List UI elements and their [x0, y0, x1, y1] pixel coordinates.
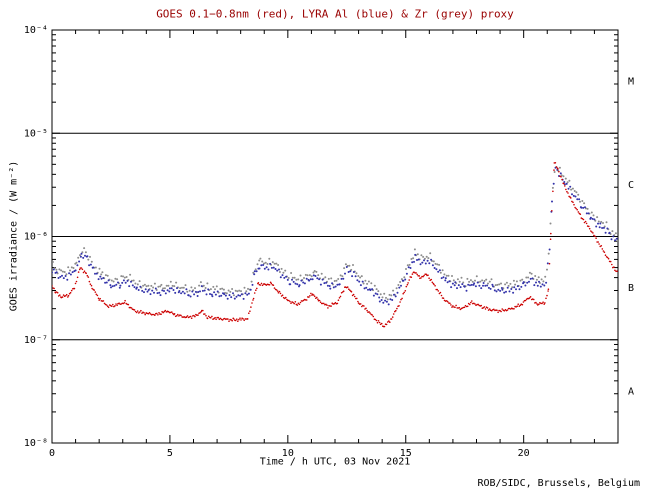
flare-class-label: B [628, 283, 634, 294]
y-tick-label: 10⁻⁸ [24, 438, 48, 449]
y-tick-label: 10⁻⁷ [24, 335, 48, 346]
x-tick-label: 20 [518, 448, 530, 459]
series-blue [52, 166, 618, 306]
axes: 0 5 10 15 20 10⁻⁴ 10⁻⁵ 10⁻⁶ 10⁻⁷ 10⁻⁸ M C B A [24, 25, 634, 459]
x-tick-label: 15 [400, 448, 412, 459]
x-axis-label: Time / h UTC, 03 Nov 2021 [259, 456, 411, 468]
flare-class-label: M [628, 77, 634, 88]
x-tick-label: 10 [282, 448, 294, 459]
series-group [52, 162, 618, 328]
x-tick-label: 5 [167, 448, 173, 459]
chart-title: GOES 0.1−0.8nm (red), LYRA Al (blue) & Z… [156, 7, 514, 21]
y-axis-label: GOES irradiance / (W m⁻²) [8, 160, 20, 312]
y-tick-label: 10⁻⁶ [24, 232, 48, 243]
y-tick-label: 10⁻⁴ [24, 25, 48, 36]
flare-class-label: C [628, 180, 634, 191]
y-tick-label: 10⁻⁵ [24, 128, 48, 139]
flare-class-label: A [628, 386, 634, 397]
x-tick-label: 0 [49, 448, 55, 459]
series-red [52, 162, 618, 328]
credit-text: ROB/SIDC, Brussels, Belgium [477, 478, 640, 489]
series-grey [52, 166, 618, 301]
